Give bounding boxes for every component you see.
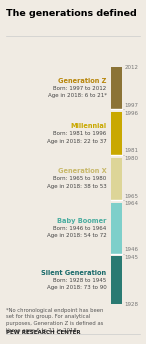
Text: *No chronological endpoint has been
set for this group. For analytical
purposes,: *No chronological endpoint has been set … [6, 308, 103, 333]
Text: Age in 2018: 38 to 53: Age in 2018: 38 to 53 [47, 184, 107, 189]
Text: Born: 1928 to 1945: Born: 1928 to 1945 [53, 278, 107, 283]
Text: Generation Z: Generation Z [58, 78, 107, 84]
Bar [111, 203, 122, 254]
Bar [111, 67, 122, 109]
Text: 2012: 2012 [125, 65, 139, 69]
Text: 1996: 1996 [125, 111, 139, 116]
Text: Born: 1965 to 1980: Born: 1965 to 1980 [53, 176, 107, 181]
Text: 1980: 1980 [125, 156, 139, 161]
Text: 1946: 1946 [125, 247, 139, 252]
Bar [111, 112, 122, 155]
Text: 1928: 1928 [125, 302, 139, 307]
Text: Millennial: Millennial [71, 123, 107, 129]
Bar [111, 256, 122, 304]
Text: Baby Boomer: Baby Boomer [57, 217, 107, 224]
Text: 1981: 1981 [125, 148, 139, 153]
Text: 1997: 1997 [125, 103, 139, 108]
Text: Born: 1981 to 1996: Born: 1981 to 1996 [53, 131, 107, 136]
Text: Age in 2018: 22 to 37: Age in 2018: 22 to 37 [47, 139, 107, 143]
Bar [111, 158, 122, 200]
Text: Age in 2018: 73 to 90: Age in 2018: 73 to 90 [47, 286, 107, 290]
Text: Born: 1997 to 2012: Born: 1997 to 2012 [53, 86, 107, 91]
Text: 1965: 1965 [125, 194, 139, 198]
Text: The generations defined: The generations defined [6, 9, 137, 18]
Text: PEW RESEARCH CENTER: PEW RESEARCH CENTER [6, 330, 80, 335]
Text: Generation X: Generation X [58, 168, 107, 174]
Text: 1964: 1964 [125, 201, 139, 206]
Text: Born: 1946 to 1964: Born: 1946 to 1964 [53, 226, 107, 230]
Text: Silent Generation: Silent Generation [41, 270, 107, 276]
Text: Age in 2018: 6 to 21*: Age in 2018: 6 to 21* [48, 93, 107, 98]
Text: Age in 2018: 54 to 72: Age in 2018: 54 to 72 [47, 233, 107, 238]
Text: 1945: 1945 [125, 255, 139, 260]
